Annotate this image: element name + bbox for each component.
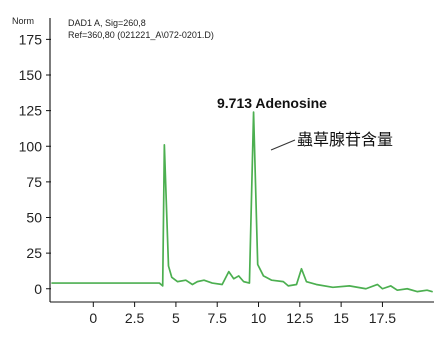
x-tick-label: 0 xyxy=(89,310,97,326)
x-tick-label: 15 xyxy=(333,310,349,326)
series-group xyxy=(51,111,433,293)
y-tick-label: 0 xyxy=(34,281,42,297)
y-tick-label: 100 xyxy=(19,138,43,154)
signal-header: DAD1 A, Sig=260,8 xyxy=(68,18,146,28)
y-tick-label: 125 xyxy=(19,103,43,119)
peak-leader-line xyxy=(270,139,296,151)
y-tick-label: 50 xyxy=(26,210,42,226)
reference-header: Ref=360,80 (021221_A\072-0201.D) xyxy=(68,30,214,40)
y-tick-label: 150 xyxy=(19,67,43,83)
x-tick-label: 2.5 xyxy=(125,310,145,326)
y-axis-unit-label: Norm xyxy=(12,16,34,26)
y-tick-label: 25 xyxy=(26,245,42,261)
adenosine-chinese-label: 蟲草腺苷含量 xyxy=(297,130,393,149)
chromatogram-trace xyxy=(51,111,433,293)
ticks-group: 0 25 50 75 100 125 150 175 0 2.5 5 7.5 10 12.5 15 17.5 xyxy=(19,31,397,326)
axes-group xyxy=(49,18,434,303)
x-tick-label: 12.5 xyxy=(286,310,313,326)
adenosine-peak-label: 9.713 Adenosine xyxy=(217,95,327,111)
y-tick-label: 175 xyxy=(19,31,43,47)
x-tick-label: 10 xyxy=(251,310,267,326)
x-tick-label: 7.5 xyxy=(207,310,227,326)
y-tick-label: 75 xyxy=(26,174,42,190)
x-tick-label: 5 xyxy=(172,310,180,326)
x-tick-label: 17.5 xyxy=(369,310,396,326)
